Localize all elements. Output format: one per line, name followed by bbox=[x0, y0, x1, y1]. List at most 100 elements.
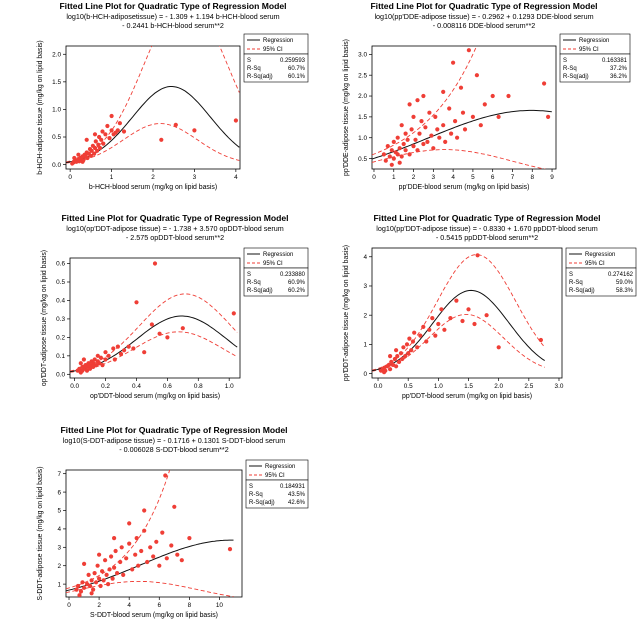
data-point bbox=[400, 356, 405, 362]
ci-lower-line bbox=[66, 123, 240, 164]
data-point bbox=[89, 578, 94, 583]
data-point bbox=[409, 348, 414, 353]
stats-label: R-Sq bbox=[247, 66, 261, 72]
stats-label: R-Sq(adj) bbox=[247, 288, 273, 294]
data-point bbox=[93, 139, 98, 144]
data-point bbox=[105, 123, 110, 129]
y-tick-label: 3.0 bbox=[358, 52, 367, 59]
equation-line: - 0.5415 ppDDT-blood serum**2 bbox=[436, 233, 538, 242]
stats-label: R-Sq(adj) bbox=[563, 74, 589, 80]
data-point bbox=[142, 528, 147, 533]
x-tick-label: 0.8 bbox=[194, 383, 203, 390]
y-tick-label: 5 bbox=[57, 508, 61, 515]
data-point bbox=[490, 93, 495, 99]
data-point bbox=[172, 504, 177, 509]
data-point bbox=[106, 582, 111, 587]
x-axis-label: b-HCH-blood serum (mg/kg on lipid basis) bbox=[89, 184, 217, 191]
stats-box bbox=[565, 267, 637, 297]
data-point bbox=[411, 114, 416, 119]
y-tick-label: 0.2 bbox=[56, 335, 65, 342]
data-point bbox=[126, 344, 131, 349]
data-point bbox=[103, 350, 108, 355]
x-tick-label: 6 bbox=[491, 174, 495, 181]
data-point bbox=[78, 589, 84, 594]
data-point bbox=[95, 563, 100, 568]
data-point bbox=[103, 132, 108, 137]
stats-value: 0.259593 bbox=[280, 58, 306, 64]
ci-upper-line bbox=[372, 254, 546, 371]
data-point bbox=[89, 591, 94, 596]
data-point bbox=[157, 563, 162, 568]
y-tick-label: 2 bbox=[363, 312, 367, 319]
data-point bbox=[115, 344, 120, 349]
plot-area bbox=[372, 46, 552, 169]
data-point bbox=[407, 152, 412, 157]
data-point bbox=[100, 129, 105, 134]
data-point bbox=[88, 583, 93, 589]
data-point bbox=[429, 133, 434, 138]
x-tick-label: 2 bbox=[412, 174, 416, 181]
ci-upper-line bbox=[372, 46, 478, 156]
data-point bbox=[470, 114, 475, 119]
data-point bbox=[401, 345, 406, 350]
data-point bbox=[442, 327, 447, 332]
data-point bbox=[159, 137, 164, 142]
ci-upper-line bbox=[66, 470, 171, 590]
y-axis-label: b-HCH-adipose tissue (mg/kg on lipid bas… bbox=[37, 40, 44, 174]
y-tick-label: 1 bbox=[363, 342, 367, 349]
data-point bbox=[441, 89, 446, 94]
chart-op-ddt-svg: Fitted Line Plot for Quadratic Type of R… bbox=[41, 213, 309, 400]
x-tick-label: 2.0 bbox=[494, 383, 503, 390]
data-point bbox=[81, 366, 86, 371]
data-point bbox=[76, 152, 81, 157]
y-tick-label: 2.0 bbox=[358, 93, 367, 100]
data-point bbox=[100, 363, 105, 368]
data-point bbox=[424, 339, 429, 344]
plot-area bbox=[70, 261, 238, 375]
data-point bbox=[391, 156, 396, 161]
data-point bbox=[142, 350, 147, 355]
y-tick-label: 4 bbox=[363, 254, 367, 261]
chart-beta-hch-svg: Fitted Line Plot for Quadratic Type of R… bbox=[37, 1, 309, 191]
data-point bbox=[415, 98, 420, 103]
stats-value: 0.274162 bbox=[608, 272, 634, 278]
y-axis-label: op'DDT-adipose tissue (mg/kg on lipid ba… bbox=[41, 250, 48, 386]
legend-label-ci: 95% CI bbox=[579, 47, 599, 53]
data-point bbox=[74, 587, 79, 592]
data-point bbox=[109, 113, 114, 119]
data-point bbox=[100, 569, 105, 574]
y-tick-label: 2 bbox=[57, 563, 61, 570]
data-point bbox=[97, 145, 103, 151]
data-point bbox=[80, 159, 85, 164]
data-point bbox=[435, 127, 440, 132]
data-point bbox=[455, 135, 460, 140]
stats-label: R-Sq bbox=[249, 492, 263, 498]
data-point bbox=[139, 548, 144, 554]
data-point bbox=[130, 567, 135, 572]
y-tick-label: 7 bbox=[57, 471, 61, 478]
equation-line: log10(pp'DDT-adipose tissue) = - 0.8330 … bbox=[376, 224, 598, 233]
data-point bbox=[75, 583, 81, 589]
data-point bbox=[427, 110, 432, 115]
stats-value: 60.1% bbox=[288, 74, 306, 80]
data-point bbox=[443, 139, 448, 144]
x-tick-label: 2 bbox=[151, 174, 155, 181]
data-point bbox=[421, 324, 426, 329]
data-point bbox=[404, 342, 410, 347]
data-point bbox=[484, 313, 489, 318]
data-point bbox=[86, 572, 91, 577]
stats-value: 0.163381 bbox=[602, 58, 628, 64]
data-point bbox=[84, 137, 89, 142]
data-point bbox=[127, 521, 132, 526]
data-point bbox=[447, 106, 452, 111]
data-point bbox=[151, 554, 156, 559]
data-point bbox=[89, 148, 94, 153]
equation-line: - 0.006028 S-DDT-blood serum**2 bbox=[119, 445, 228, 454]
plot-frame bbox=[371, 45, 557, 170]
y-tick-label: 0.0 bbox=[56, 372, 65, 379]
data-point bbox=[124, 556, 129, 561]
data-point bbox=[179, 558, 184, 563]
data-point bbox=[388, 354, 393, 359]
data-point bbox=[475, 253, 480, 258]
data-point bbox=[474, 73, 479, 78]
